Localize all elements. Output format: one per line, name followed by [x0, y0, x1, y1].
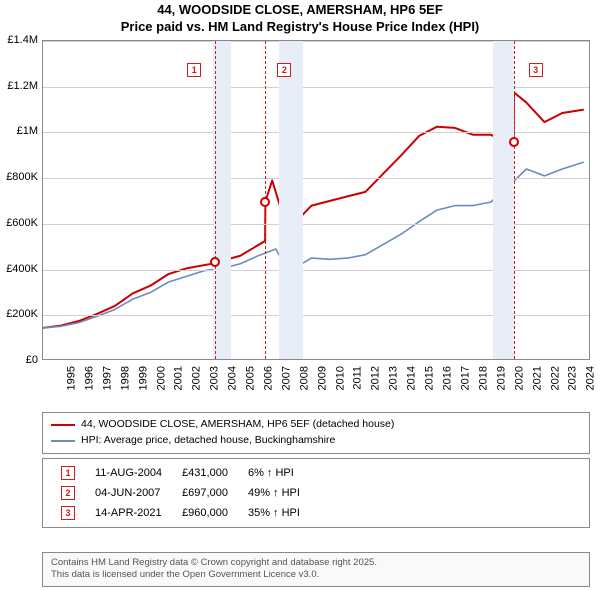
y-axis-label: £200K	[0, 308, 38, 320]
legend-item: HPI: Average price, detached house, Buck…	[51, 433, 581, 449]
x-axis-label: 2018	[477, 366, 489, 390]
sale-marker	[509, 137, 519, 147]
legend-box: 44, WOODSIDE CLOSE, AMERSHAM, HP6 5EF (d…	[42, 412, 590, 454]
legend-item: 44, WOODSIDE CLOSE, AMERSHAM, HP6 5EF (d…	[51, 417, 581, 433]
x-axis-label: 2024	[585, 366, 597, 390]
cell-date: 14-APR-2021	[85, 503, 172, 523]
x-axis-label: 2019	[495, 366, 507, 390]
x-axis-label: 1996	[83, 366, 95, 390]
x-axis-label: 2020	[513, 366, 525, 390]
y-axis-label: £1.4M	[0, 34, 38, 46]
cell-date: 11-AUG-2004	[85, 463, 172, 483]
y-axis-label: £800K	[0, 171, 38, 183]
x-axis-label: 2012	[370, 366, 382, 390]
x-axis-label: 2008	[298, 366, 310, 390]
x-axis-label: 1995	[65, 366, 77, 390]
x-axis-label: 2013	[388, 366, 400, 390]
x-axis-label: 2002	[191, 366, 203, 390]
x-axis-label: 2001	[173, 366, 185, 390]
chart-container: 44, WOODSIDE CLOSE, AMERSHAM, HP6 5EF Pr…	[0, 0, 600, 590]
x-axis-label: 2011	[351, 366, 363, 390]
cell-delta: 49% ↑ HPI	[238, 483, 310, 503]
y-axis-label: £600K	[0, 217, 38, 229]
y-axis-label: £1.2M	[0, 80, 38, 92]
legend-swatch	[51, 440, 75, 442]
license-box: Contains HM Land Registry data © Crown c…	[42, 552, 590, 587]
license-line2: This data is licensed under the Open Gov…	[51, 569, 581, 581]
sales-table: 1 11-AUG-2004£431,0006% ↑ HPI 2 04-JUN-2007…	[42, 458, 590, 528]
x-axis-label: 2004	[227, 366, 239, 390]
cell-price: £697,000	[172, 483, 238, 503]
x-axis-label: 2010	[334, 366, 346, 390]
x-axis-label: 2006	[262, 366, 274, 390]
event-marker-box: 1	[187, 63, 201, 77]
event-line	[215, 41, 216, 359]
legend-label: HPI: Average price, detached house, Buck…	[81, 433, 335, 449]
table-row: 3 14-APR-2021£960,00035% ↑ HPI	[51, 503, 310, 523]
legend-label: 44, WOODSIDE CLOSE, AMERSHAM, HP6 5EF (d…	[81, 417, 394, 433]
event-marker-box: 3	[529, 63, 543, 77]
x-axis-label: 2022	[549, 366, 561, 390]
plot-area: 1 2 3	[42, 40, 590, 360]
cell-marker: 1	[51, 463, 85, 483]
cell-delta: 6% ↑ HPI	[238, 463, 310, 483]
row-marker-box: 3	[61, 506, 75, 520]
cell-price: £960,000	[172, 503, 238, 523]
x-axis-label: 1999	[137, 366, 149, 390]
recession-band	[493, 41, 514, 359]
x-axis-label: 2005	[245, 366, 257, 390]
row-marker-box: 1	[61, 466, 75, 480]
table-row: 2 04-JUN-2007£697,00049% ↑ HPI	[51, 483, 310, 503]
sale-marker	[210, 257, 220, 267]
x-axis-label: 2017	[459, 366, 471, 390]
cell-marker: 3	[51, 503, 85, 523]
x-axis-label: 1998	[119, 366, 131, 390]
x-axis-label: 2003	[209, 366, 221, 390]
event-marker-box: 2	[277, 63, 291, 77]
x-axis-label: 1997	[101, 366, 113, 390]
chart-title-line2: Price paid vs. HM Land Registry's House …	[0, 19, 600, 36]
cell-delta: 35% ↑ HPI	[238, 503, 310, 523]
cell-date: 04-JUN-2007	[85, 483, 172, 503]
x-axis-label: 2016	[442, 366, 454, 390]
chart-title-line1: 44, WOODSIDE CLOSE, AMERSHAM, HP6 5EF	[0, 2, 600, 19]
cell-price: £431,000	[172, 463, 238, 483]
y-axis-label: £1M	[0, 125, 38, 137]
cell-marker: 2	[51, 483, 85, 503]
x-axis-label: 2009	[316, 366, 328, 390]
license-line1: Contains HM Land Registry data © Crown c…	[51, 557, 581, 569]
x-axis-label: 2014	[406, 366, 418, 390]
event-line	[514, 41, 515, 359]
x-axis-label: 2023	[567, 366, 579, 390]
legend-swatch	[51, 424, 75, 426]
x-axis-label: 2000	[155, 366, 167, 390]
row-marker-box: 2	[61, 486, 75, 500]
x-axis-label: 2015	[424, 366, 436, 390]
y-axis-label: £0	[0, 354, 38, 366]
x-axis-label: 2021	[531, 366, 543, 390]
sale-marker	[260, 197, 270, 207]
title-block: 44, WOODSIDE CLOSE, AMERSHAM, HP6 5EF Pr…	[0, 0, 600, 36]
recession-band	[279, 41, 302, 359]
y-axis-label: £400K	[0, 263, 38, 275]
table-row: 1 11-AUG-2004£431,0006% ↑ HPI	[51, 463, 310, 483]
x-axis-label: 2007	[280, 366, 292, 390]
